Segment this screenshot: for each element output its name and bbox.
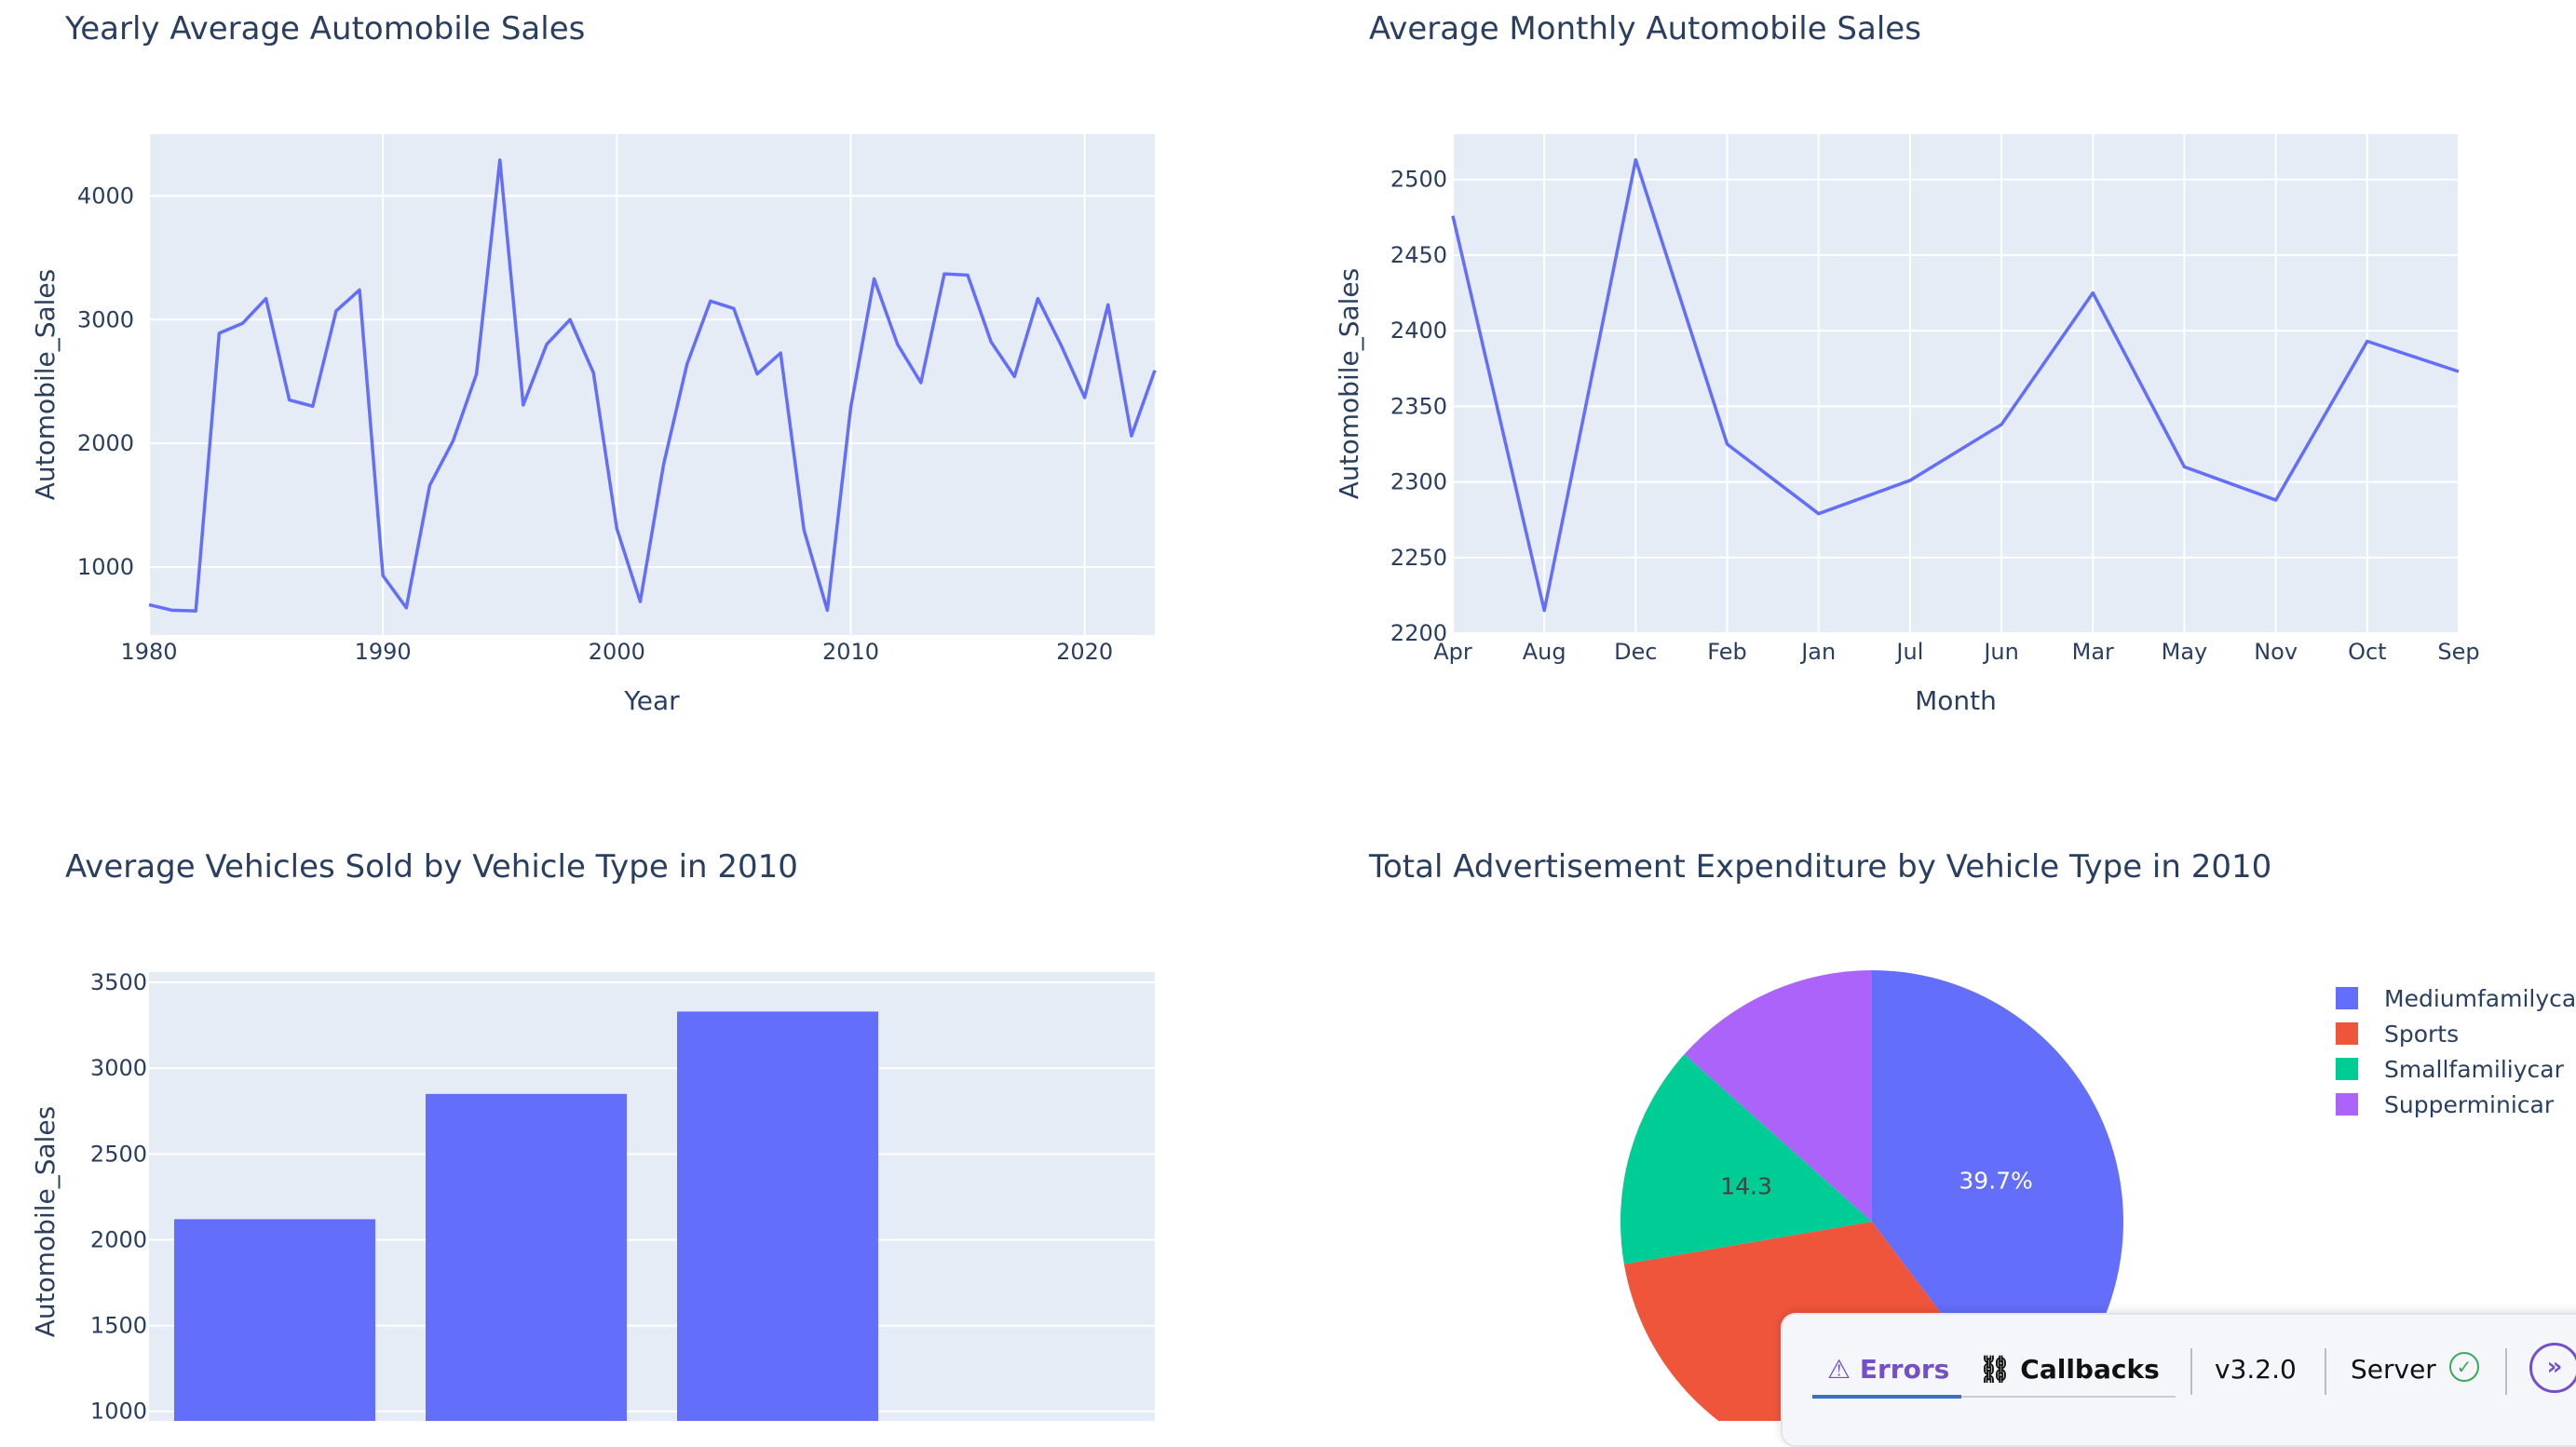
errors-tab-underline <box>1812 1395 1961 1399</box>
x-tick-label: Jan <box>1799 639 1836 665</box>
errors-tab[interactable]: ⚠ Errors <box>1827 1354 1949 1385</box>
chart-title: Average Vehicles Sold by Vehicle Type in… <box>65 848 798 886</box>
y-tick-label: 3000 <box>77 306 134 332</box>
plot-area <box>149 134 1155 635</box>
legend-swatch <box>2336 1058 2358 1080</box>
chart-title: Yearly Average Automobile Sales <box>64 10 585 47</box>
pie-slice <box>1872 970 2123 1423</box>
server-status[interactable]: Server <box>2351 1354 2436 1385</box>
tabs-divider <box>1961 1396 2176 1398</box>
legend-swatch <box>2336 1093 2358 1116</box>
legend-item: Supperminicar <box>2384 1091 2555 1118</box>
collapse-toggle-icon[interactable]: » <box>2529 1343 2576 1393</box>
legend-item: Mediumfamilycar <box>2384 985 2576 1012</box>
x-tick-label: Feb <box>1707 639 1747 665</box>
x-tick-label: Oct <box>2348 639 2387 665</box>
pie-slice-label: 14.3 <box>1720 1172 1772 1199</box>
y-tick-label: 2000 <box>77 430 134 456</box>
plot-area <box>1453 134 2459 633</box>
y-tick-label: 2250 <box>1390 545 1447 571</box>
legend-item: Sports <box>2384 1021 2459 1048</box>
separator <box>2325 1348 2326 1395</box>
y-tick-label: 2500 <box>1390 167 1447 193</box>
x-tick-label: Mar <box>2072 639 2114 665</box>
x-tick-label: 2000 <box>589 639 645 665</box>
y-tick-label: 1500 <box>90 1313 147 1339</box>
pie-slice-label: 39.7% <box>1959 1167 2032 1194</box>
y-tick-label: 3500 <box>90 969 147 995</box>
x-tick-label: 2020 <box>1056 639 1113 665</box>
series-line <box>1451 157 2460 613</box>
separator <box>2505 1348 2507 1395</box>
errors-label: Errors <box>1859 1354 1950 1385</box>
dash-devtools-bar: ⚠ Errors ⛓ Callbacks v3.2.0 Server ✓ » <box>1781 1313 2576 1447</box>
version-label: v3.2.0 <box>2215 1354 2297 1385</box>
chart-title: Total Advertisement Expenditure by Vehic… <box>1368 848 2271 886</box>
y-tick-label: 2450 <box>1390 242 1447 268</box>
y-tick-label: 4000 <box>77 183 134 209</box>
x-tick-label: Jul <box>1894 639 1923 665</box>
x-tick-label: Jun <box>1982 639 2019 665</box>
legend-item: Smallfamiliycar <box>2384 1056 2565 1083</box>
x-tick-label: Nov <box>2254 639 2298 665</box>
y-tick-label: 1000 <box>77 554 134 580</box>
y-tick-label: 2300 <box>1390 469 1447 495</box>
server-label: Server <box>2351 1354 2436 1385</box>
bar <box>677 1011 878 1447</box>
x-tick-label: 1980 <box>120 639 177 665</box>
x-axis-label: Year <box>623 685 680 716</box>
y-axis-label: Automobile_Sales <box>1334 268 1364 500</box>
y-tick-label: 2200 <box>1390 620 1447 646</box>
y-tick-label: 1000 <box>90 1399 147 1421</box>
legend-swatch <box>2336 1022 2358 1045</box>
bar <box>426 1093 627 1447</box>
callbacks-tab[interactable]: ⛓ Callbacks <box>1978 1354 2160 1385</box>
x-tick-label: Apr <box>1433 639 1472 665</box>
pie-slice <box>1620 1054 1872 1264</box>
y-axis-label: Automobile_Sales <box>30 269 61 501</box>
check-icon: ✓ <box>2449 1352 2479 1382</box>
series-line <box>148 158 1157 613</box>
y-tick-label: 2000 <box>90 1226 147 1252</box>
x-tick-label: 2010 <box>822 639 879 665</box>
bar <box>174 1219 375 1447</box>
x-tick-label: Aug <box>1523 639 1566 665</box>
x-tick-label: Sep <box>2437 639 2479 665</box>
y-tick-label: 2350 <box>1390 393 1447 419</box>
y-tick-label: 3000 <box>90 1055 147 1081</box>
y-tick-label: 2500 <box>90 1141 147 1167</box>
x-tick-label: Dec <box>1614 639 1657 665</box>
y-axis-label: Automobile_Sales <box>30 1106 61 1338</box>
callbacks-icon: ⛓ <box>1978 1354 2012 1385</box>
chart-title: Average Monthly Automobile Sales <box>1369 10 1921 47</box>
x-tick-label: May <box>2162 639 2208 665</box>
x-axis-label: Month <box>1915 685 1997 716</box>
pie-slice <box>1684 970 1872 1222</box>
separator <box>2190 1348 2192 1395</box>
warning-icon: ⚠ <box>1827 1354 1851 1385</box>
legend-swatch <box>2336 987 2358 1009</box>
x-tick-label: 1990 <box>355 639 412 665</box>
callbacks-label: Callbacks <box>2020 1354 2160 1385</box>
y-tick-label: 2400 <box>1390 318 1447 344</box>
